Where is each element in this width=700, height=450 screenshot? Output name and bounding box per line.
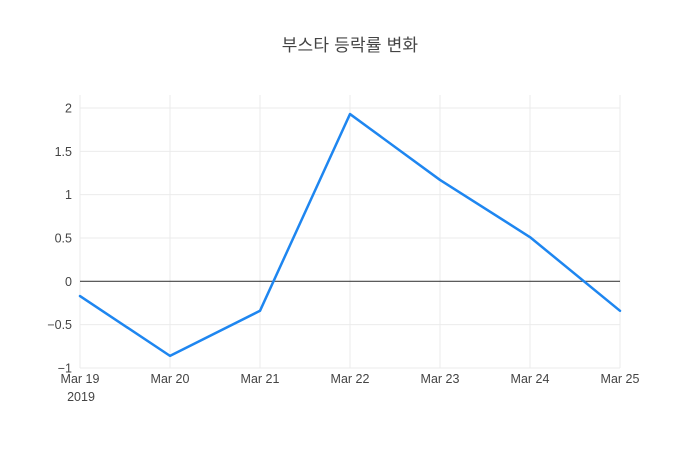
y-tick-label: 1.5 — [55, 145, 72, 159]
x-tick-label: Mar 20 — [151, 372, 190, 386]
y-tick-label: 0.5 — [55, 232, 72, 246]
x-tick-label: Mar 21 — [241, 372, 280, 386]
x-tick-label: Mar 19 — [61, 372, 100, 386]
x-tick-label: Mar 22 — [331, 372, 370, 386]
x-tick-label: Mar 25 — [601, 372, 640, 386]
y-tick-label: −1 — [58, 362, 72, 376]
series-line — [78, 112, 622, 358]
x-tick-label: Mar 24 — [511, 372, 550, 386]
y-tick-label: 0 — [65, 275, 72, 289]
x-tick-label: Mar 23 — [421, 372, 460, 386]
y-tick-label: 2 — [65, 102, 72, 116]
y-tick-label: −0.5 — [47, 318, 72, 332]
x-axis-year-label: 2019 — [67, 390, 95, 404]
chart-title: 부스타 등락률 변화 — [281, 36, 419, 55]
y-tick-label: 1 — [65, 188, 72, 202]
